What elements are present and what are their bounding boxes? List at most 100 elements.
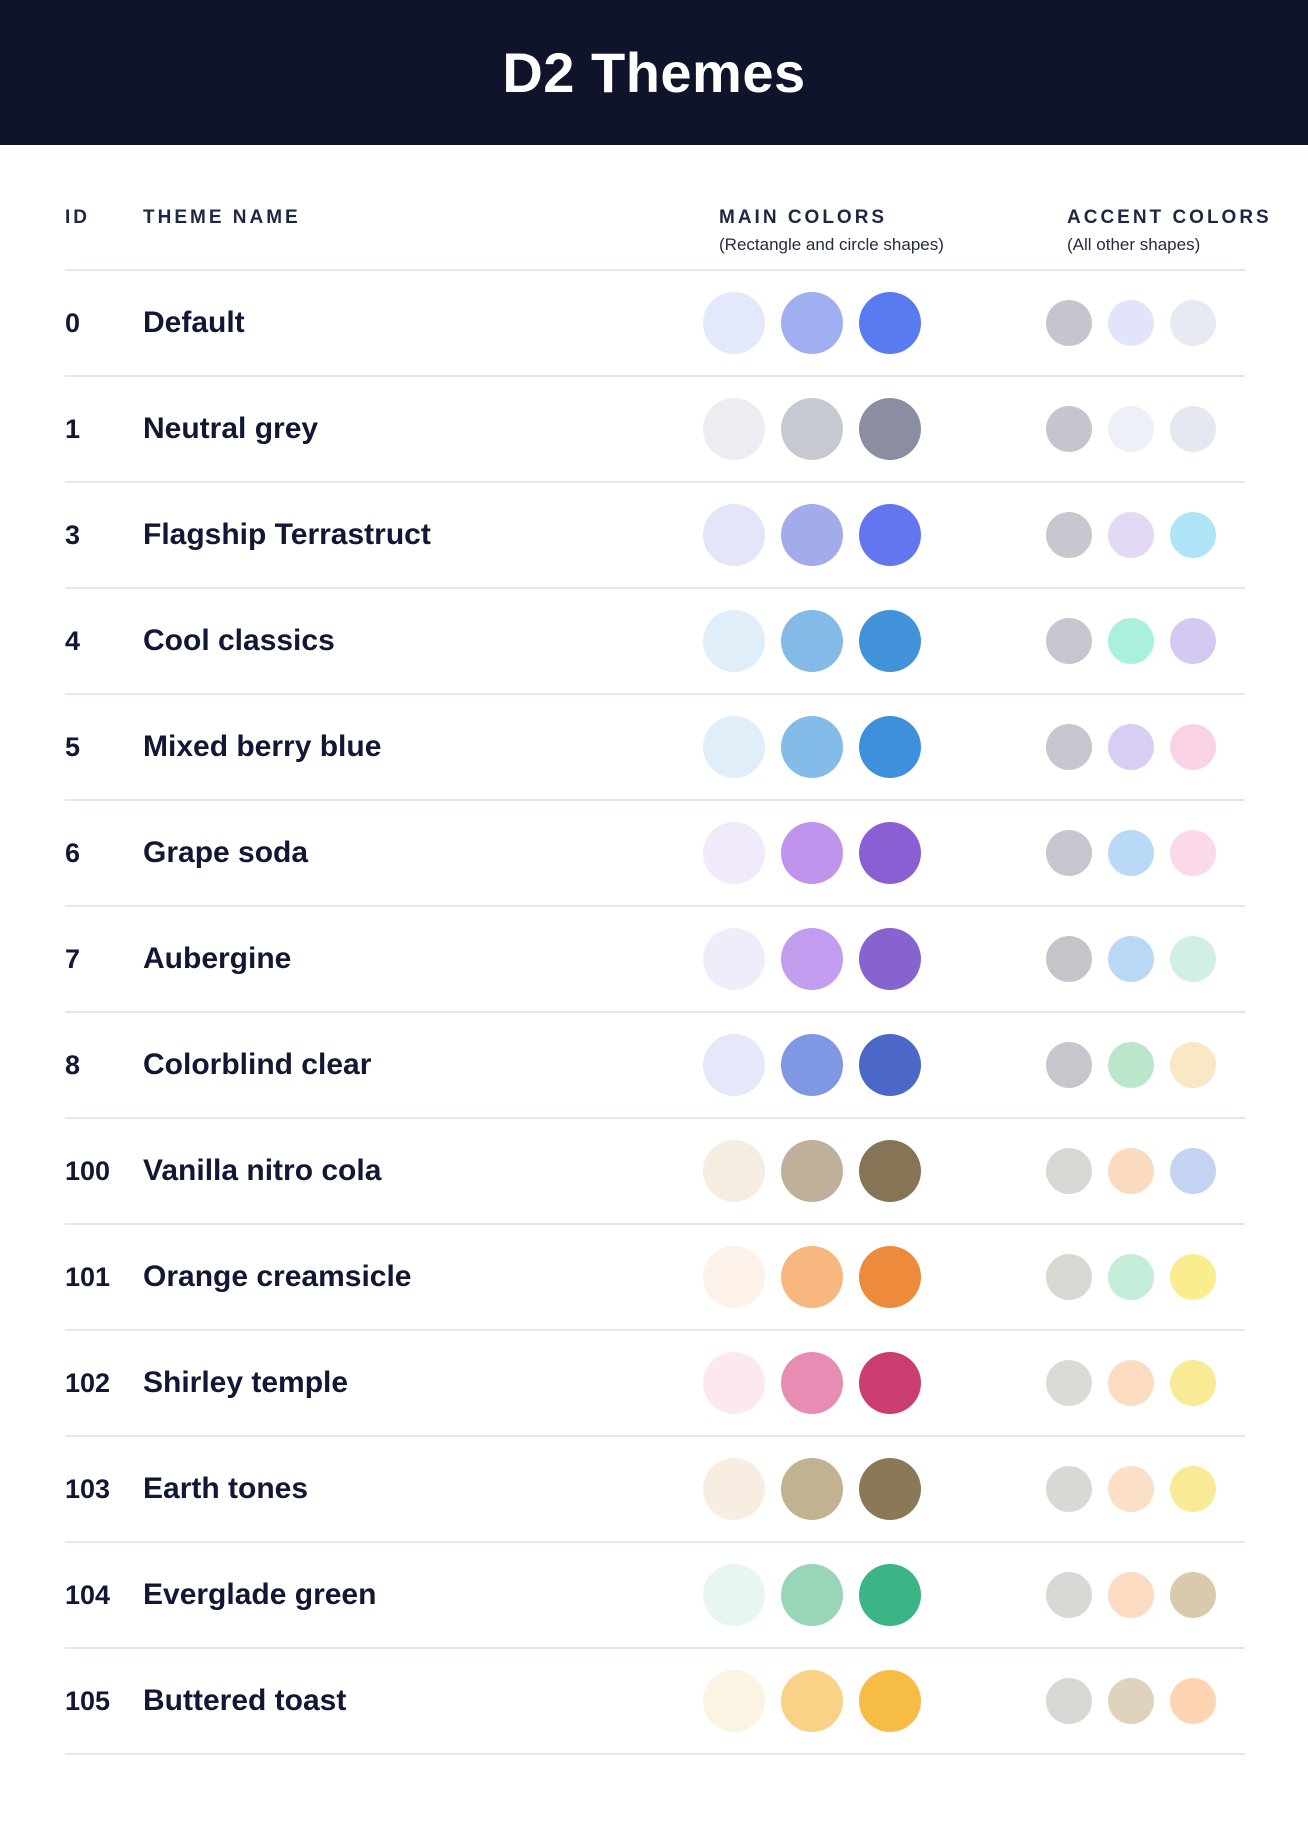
theme-id: 103 [65,1473,111,1504]
accent-color-swatches [1046,300,1216,346]
accent-color-swatch [1108,1254,1154,1300]
main-color-swatch [703,1564,765,1626]
main-color-swatch [781,1458,843,1520]
accent-color-swatch [1108,1678,1154,1724]
main-color-swatch [781,1140,843,1202]
accent-color-swatch [1170,300,1216,346]
main-color-swatches [703,1352,1046,1414]
main-color-swatch [859,292,921,354]
accent-color-swatch [1108,1148,1154,1194]
main-color-swatch [703,504,765,566]
table-row: 5 Mixed berry blue [65,695,1245,801]
accent-color-swatches [1046,618,1216,664]
accent-color-swatches [1046,406,1216,452]
accent-color-swatch [1108,1466,1154,1512]
main-color-swatches [703,610,1046,672]
accent-color-swatch [1046,936,1092,982]
theme-name: Vanilla nitro cola [143,1154,382,1187]
main-color-swatch [781,610,843,672]
title-bar: D2 Themes [0,0,1308,145]
main-colors-label: MAIN COLORS [719,207,888,228]
theme-name: Orange creamsicle [143,1260,412,1293]
theme-id: 4 [65,625,81,656]
accent-color-swatch [1108,618,1154,664]
theme-id: 5 [65,731,81,762]
theme-id: 6 [65,837,81,868]
accent-color-swatch [1046,406,1092,452]
main-color-swatch [781,822,843,884]
main-color-swatch [859,1140,921,1202]
theme-name: Colorblind clear [143,1048,372,1081]
table-row: 102 Shirley temple [65,1331,1245,1437]
column-header-accent-colors: ACCENT COLORS (All other shapes) [1046,207,1269,255]
main-color-swatches [703,1246,1046,1308]
main-color-swatch [859,1034,921,1096]
accent-color-swatch [1108,406,1154,452]
main-color-swatch [703,610,765,672]
accent-color-swatch [1108,724,1154,770]
theme-name: Cool classics [143,624,335,657]
main-color-swatches [703,822,1046,884]
theme-name: Flagship Terrastruct [143,518,431,551]
table-row: 104 Everglade green [65,1543,1245,1649]
accent-color-swatch [1108,936,1154,982]
accent-color-swatch [1170,406,1216,452]
accent-color-swatch [1170,1678,1216,1724]
main-color-swatch [781,1246,843,1308]
accent-color-swatch [1046,618,1092,664]
theme-name: Earth tones [143,1472,309,1505]
table-row: 0 Default [65,271,1245,377]
main-color-swatches [703,1458,1046,1520]
accent-color-swatch [1046,724,1092,770]
theme-id: 104 [65,1579,111,1610]
accent-color-swatch [1046,830,1092,876]
accent-color-swatch [1046,1678,1092,1724]
main-color-swatch [859,716,921,778]
main-color-swatch [781,928,843,990]
main-color-swatch [703,292,765,354]
theme-id: 1 [65,413,81,444]
theme-name: Neutral grey [143,412,319,445]
accent-colors-subtitle: (All other shapes) [1067,235,1201,254]
theme-name: Buttered toast [143,1684,347,1717]
accent-color-swatch [1046,512,1092,558]
accent-color-swatch [1046,1572,1092,1618]
table-row: 4 Cool classics [65,589,1245,695]
accent-color-swatch [1170,1254,1216,1300]
main-color-swatch [703,1034,765,1096]
main-color-swatch [781,1034,843,1096]
table-row: 105 Buttered toast [65,1649,1245,1755]
theme-id: 0 [65,307,81,338]
table-row: 7 Aubergine [65,907,1245,1013]
accent-color-swatches [1046,1572,1216,1618]
accent-color-swatches [1046,830,1216,876]
main-color-swatches [703,1034,1046,1096]
accent-color-swatch [1108,512,1154,558]
table-row: 6 Grape soda [65,801,1245,907]
main-color-swatch [859,1458,921,1520]
accent-color-swatch [1108,1572,1154,1618]
main-color-swatches [703,292,1046,354]
main-color-swatches [703,716,1046,778]
main-color-swatch [703,1670,765,1732]
accent-color-swatch [1046,1042,1092,1088]
main-color-swatches [703,398,1046,460]
theme-name: Mixed berry blue [143,730,382,763]
theme-id: 102 [65,1367,111,1398]
accent-color-swatch [1046,1360,1092,1406]
main-color-swatch [703,928,765,990]
table-row: 103 Earth tones [65,1437,1245,1543]
table-row: 8 Colorblind clear [65,1013,1245,1119]
main-color-swatches [703,1564,1046,1626]
accent-color-swatches [1046,1042,1216,1088]
table-row: 100 Vanilla nitro cola [65,1119,1245,1225]
table-row: 1 Neutral grey [65,377,1245,483]
main-color-swatch [859,1352,921,1414]
theme-id: 7 [65,943,81,974]
main-color-swatch [781,398,843,460]
accent-color-swatches [1046,936,1216,982]
accent-color-swatch [1170,830,1216,876]
theme-id: 8 [65,1049,81,1080]
table-row: 3 Flagship Terrastruct [65,483,1245,589]
accent-color-swatch [1170,936,1216,982]
